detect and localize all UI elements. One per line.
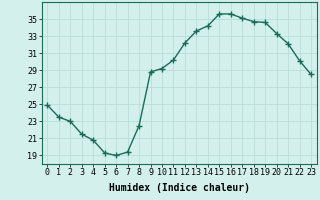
X-axis label: Humidex (Indice chaleur): Humidex (Indice chaleur): [109, 183, 250, 193]
